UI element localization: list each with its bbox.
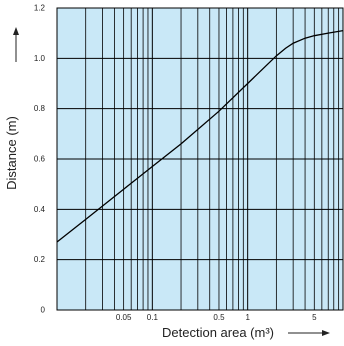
plot-frame [56, 7, 344, 311]
y-arrow-head [13, 27, 19, 35]
x-tick-label: 0.05 [116, 313, 132, 322]
y-tick-label: 1.0 [34, 54, 46, 63]
series-line [56, 30, 344, 243]
x-axis-arrow [288, 330, 330, 336]
tick-labels: 0.05 0.1 0.5 1 5 0 0.2 0.4 0.6 0.8 1.0 1.2 [34, 4, 317, 323]
grid [57, 8, 343, 310]
x-arrow-head [322, 330, 330, 336]
y-tick-label: 0.6 [34, 155, 46, 164]
x-tick-label: 0.1 [147, 313, 159, 322]
y-axis-title: Distance (m) [4, 116, 19, 190]
y-tick-label: 0.4 [34, 205, 46, 214]
y-tick-label: 0 [41, 306, 46, 315]
y-tick-label: 0.2 [34, 255, 46, 264]
x-axis-title: Detection area (m³) [162, 325, 274, 340]
x-tick-label: 5 [312, 313, 317, 322]
y-tick-label: 1.2 [34, 4, 46, 13]
x-tick-label: 0.5 [213, 313, 225, 322]
y-tick-label: 0.8 [34, 104, 46, 113]
x-tick-label: 1 [245, 313, 250, 322]
y-axis-arrow [13, 27, 19, 62]
